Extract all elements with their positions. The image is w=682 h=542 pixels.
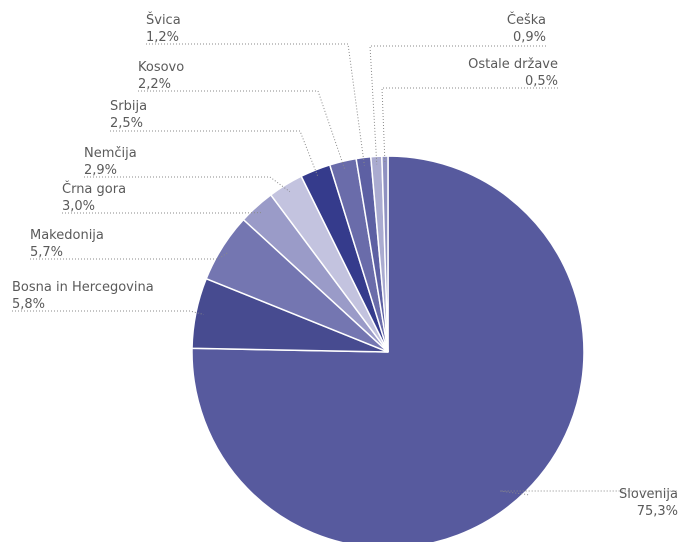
- leader-lines: [12, 43, 678, 496]
- slice-value-label-2: 5,8%: [12, 297, 45, 312]
- slice-labels: Slovenija 75,3% Bosna in Hercegovina 5,8% Ma…: [12, 12, 678, 519]
- leader-line-5: [84, 176, 291, 193]
- slice-value-label-6: 2,5%: [110, 116, 143, 131]
- pie-slice-1: [191, 155, 585, 542]
- slice-label-3: Makedonija: [30, 228, 104, 243]
- pie-slices: [191, 155, 585, 542]
- slice-label-7: Kosovo: [138, 60, 184, 75]
- slice-value-label-5: 2,9%: [84, 163, 117, 178]
- leader-line-10: [381, 87, 558, 165]
- slice-label-10: Ostale države: [468, 57, 558, 72]
- slice-label-9: Češka: [507, 12, 546, 28]
- pie-slice-10: [381, 155, 389, 353]
- slice-value-label-8: 1,2%: [146, 30, 179, 45]
- slice-label-5: Nemčija: [84, 146, 137, 161]
- slice-value-label-10: 0,5%: [525, 74, 558, 89]
- slice-label-4: Črna gora: [62, 181, 126, 197]
- slice-label-6: Srbija: [110, 99, 147, 114]
- slice-value-label-4: 3,0%: [62, 199, 95, 214]
- leader-line-2: [12, 310, 204, 315]
- leader-line-8: [146, 43, 365, 166]
- leader-line-1: [499, 490, 678, 496]
- leader-line-7: [138, 90, 346, 170]
- slice-label-1: Slovenija: [619, 487, 678, 502]
- slice-label-8: Švica: [146, 12, 181, 28]
- slice-value-label-3: 5,7%: [30, 245, 63, 260]
- slice-value-label-7: 2,2%: [138, 77, 171, 92]
- leader-line-6: [110, 130, 319, 178]
- slice-value-label-1: 75,3%: [637, 504, 678, 519]
- slice-label-2: Bosna in Hercegovina: [12, 280, 154, 295]
- slice-value-label-9: 0,9%: [513, 30, 546, 45]
